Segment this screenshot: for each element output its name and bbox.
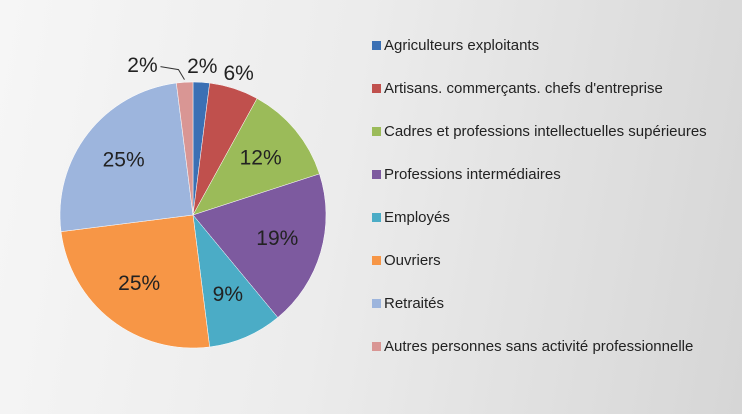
leader-line [160, 66, 185, 80]
data-label: 2% [187, 55, 217, 78]
legend-label: Artisans. commerçants. chefs d'entrepris… [384, 80, 663, 97]
legend-item: Agriculteurs exploitants [372, 36, 722, 55]
pie-slice [60, 214, 210, 349]
pie-slice [59, 82, 194, 232]
legend-swatch [372, 213, 381, 222]
legend-label: Autres personnes sans activité professio… [384, 338, 694, 355]
pie-slice [192, 173, 327, 318]
pie-slice [176, 81, 194, 216]
legend-label: Ouvriers [384, 252, 441, 269]
legend-swatch [372, 170, 381, 179]
legend-swatch [372, 299, 381, 308]
pie-slice [192, 98, 320, 216]
data-label: 2% [127, 54, 157, 77]
legend-item: Employés [372, 208, 722, 227]
legend-label: Cadres et professions intellectuelles su… [384, 123, 707, 140]
data-label: 9% [213, 283, 243, 306]
legend-swatch [372, 127, 381, 136]
legend-swatch [372, 84, 381, 93]
legend-label: Agriculteurs exploitants [384, 37, 540, 54]
data-label: 12% [240, 147, 282, 170]
legend-item: Professions intermédiaires [372, 165, 722, 184]
legend-item: Retraités [372, 294, 722, 313]
legend-swatch [372, 41, 381, 50]
legend-label: Employés [384, 209, 450, 226]
data-label: 25% [103, 149, 145, 172]
legend: Agriculteurs exploitants Artisans. commer… [372, 36, 722, 380]
legend-swatch [372, 256, 381, 265]
data-label: 19% [256, 227, 298, 250]
data-label: 6% [223, 62, 253, 85]
legend-item: Autres personnes sans activité professio… [372, 337, 722, 356]
legend-swatch [372, 342, 381, 351]
legend-label: Retraités [384, 295, 445, 312]
legend-item: Artisans. commerçants. chefs d'entrepris… [372, 79, 722, 98]
legend-label: Professions intermédiaires [384, 166, 561, 183]
data-label: 25% [118, 272, 160, 295]
legend-item: Cadres et professions intellectuelles su… [372, 122, 722, 141]
legend-item: Ouvriers [372, 251, 722, 270]
